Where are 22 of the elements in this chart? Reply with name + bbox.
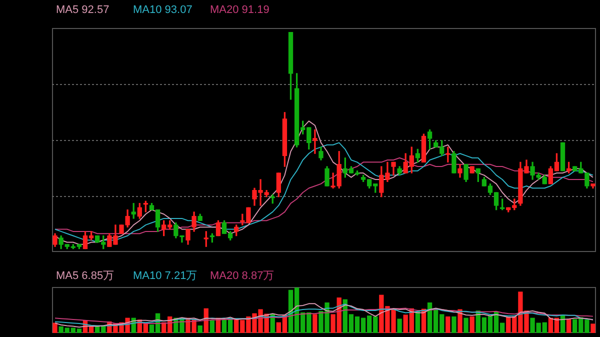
bar: [210, 320, 215, 333]
bar: [590, 324, 596, 333]
bar: [452, 316, 456, 333]
bar: [560, 316, 566, 333]
bar: [52, 322, 58, 333]
bar: [566, 319, 572, 333]
bar: [198, 325, 202, 333]
text: MA5 6.85万: [56, 270, 116, 283]
bar: [397, 318, 402, 333]
bar: [470, 316, 474, 333]
bar: [312, 314, 318, 333]
candlestick: [560, 142, 566, 172]
text: MA10 7.21万: [133, 270, 198, 283]
text: MA10 93.07: [133, 4, 194, 17]
bar: [446, 316, 450, 333]
bar: [458, 309, 462, 333]
text: MA20 8.87万: [210, 270, 276, 283]
text: MA20 91.19: [210, 4, 270, 17]
text: MA5 92.57: [56, 4, 110, 17]
candlestick: [470, 166, 474, 174]
bar: [415, 311, 420, 333]
bar: [464, 318, 468, 333]
